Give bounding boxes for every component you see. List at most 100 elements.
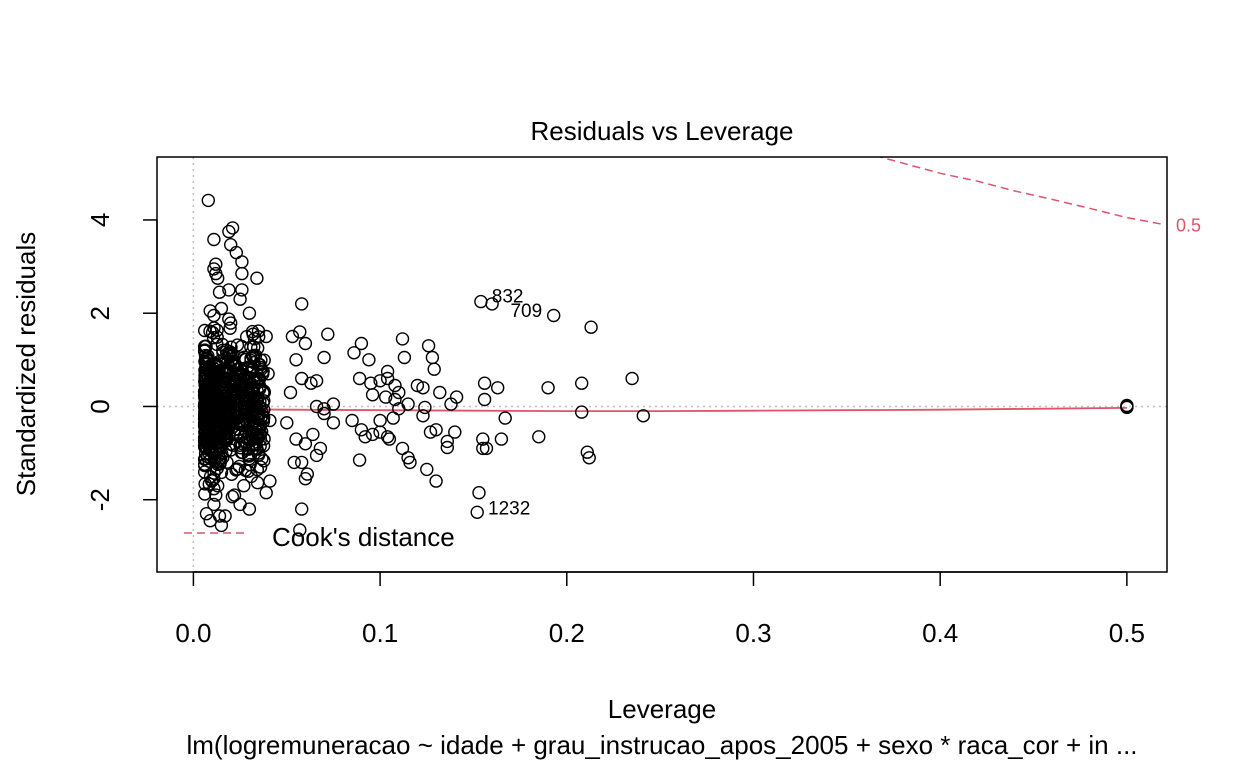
data-point	[365, 427, 380, 442]
data-point	[209, 257, 223, 271]
data-point	[373, 413, 387, 428]
data-point	[233, 292, 247, 306]
data-point	[326, 397, 341, 411]
legend-label: Cook's distance	[272, 522, 455, 552]
data-point	[354, 336, 369, 351]
data-point	[242, 306, 257, 320]
data-point	[210, 461, 225, 476]
data-point	[244, 353, 258, 368]
data-point	[220, 455, 234, 469]
data-point	[225, 490, 240, 504]
data-point	[433, 385, 447, 400]
data-point	[207, 422, 221, 436]
data-point	[477, 392, 492, 407]
data-point	[472, 486, 486, 500]
data-point	[410, 378, 425, 393]
data-point	[345, 413, 359, 428]
data-point	[212, 285, 227, 299]
data-point	[235, 383, 250, 398]
data-point	[235, 365, 250, 379]
point-label: 1232	[488, 498, 530, 519]
cooks-distance-contours	[877, 157, 1165, 226]
data-point	[214, 301, 229, 316]
data-point	[425, 350, 440, 365]
data-point	[242, 502, 257, 516]
data-point	[386, 411, 400, 425]
data-point	[250, 393, 264, 407]
data-point	[210, 271, 225, 285]
data-point	[198, 406, 212, 420]
data-point	[388, 378, 402, 393]
data-point	[362, 353, 376, 367]
data-point	[317, 402, 331, 416]
data-point	[232, 459, 247, 474]
data-point	[295, 455, 309, 470]
data-point	[222, 415, 237, 429]
data-point	[210, 330, 224, 344]
data-point	[382, 432, 397, 446]
data-point	[250, 417, 265, 432]
data-point	[298, 437, 313, 451]
data-point	[474, 294, 488, 309]
data-point	[392, 385, 406, 400]
data-point	[1120, 399, 1134, 414]
data-point	[352, 453, 367, 467]
data-point	[575, 376, 589, 390]
data-point	[547, 308, 561, 323]
data-point	[201, 193, 216, 208]
data-point	[218, 509, 232, 523]
data-point	[251, 324, 266, 338]
data-point	[625, 371, 639, 386]
data-point	[221, 399, 235, 413]
data-point	[222, 283, 236, 297]
data-point	[252, 330, 266, 344]
data-point	[257, 454, 271, 468]
data-point	[203, 514, 217, 528]
data-point	[494, 432, 509, 446]
data-point	[352, 371, 367, 386]
data-point	[200, 430, 214, 444]
data-point	[219, 401, 233, 415]
data-point	[227, 488, 242, 502]
y-axis-label: Standardized residuals	[11, 232, 41, 497]
data-point	[218, 430, 233, 444]
data-point	[240, 432, 255, 446]
data-point	[207, 482, 221, 496]
data-point	[309, 399, 324, 414]
cooks-contour-label: 0.5	[1176, 216, 1201, 236]
data-point	[210, 323, 224, 337]
data-point	[235, 283, 249, 297]
data-point	[295, 297, 309, 311]
data-point	[289, 353, 303, 367]
x-tick-label: 0.4	[922, 618, 958, 648]
data-point	[257, 432, 271, 446]
data-point	[198, 402, 212, 416]
data-point	[397, 350, 412, 365]
data-point	[298, 336, 313, 351]
data-point	[295, 502, 309, 516]
data-point	[256, 364, 270, 379]
data-point	[293, 523, 307, 537]
x-tick-label: 0.0	[175, 618, 211, 648]
data-point	[250, 408, 264, 422]
data-point	[317, 350, 331, 365]
chart-title: Residuals vs Leverage	[530, 116, 793, 146]
data-point	[207, 454, 221, 468]
data-point	[249, 428, 264, 442]
data-point	[418, 400, 432, 415]
data-point	[479, 441, 494, 456]
data-point	[224, 379, 239, 393]
data-point	[395, 332, 410, 346]
data-point	[198, 361, 213, 375]
data-point	[321, 327, 335, 341]
plot-frame	[156, 156, 1168, 573]
data-point	[212, 454, 226, 468]
data-point	[256, 439, 271, 453]
data-point	[423, 425, 438, 439]
contour-labels: 0.5	[1176, 216, 1201, 236]
data-point	[222, 360, 236, 375]
data-point	[373, 374, 387, 388]
data-point	[202, 477, 217, 491]
data-point	[420, 462, 434, 477]
